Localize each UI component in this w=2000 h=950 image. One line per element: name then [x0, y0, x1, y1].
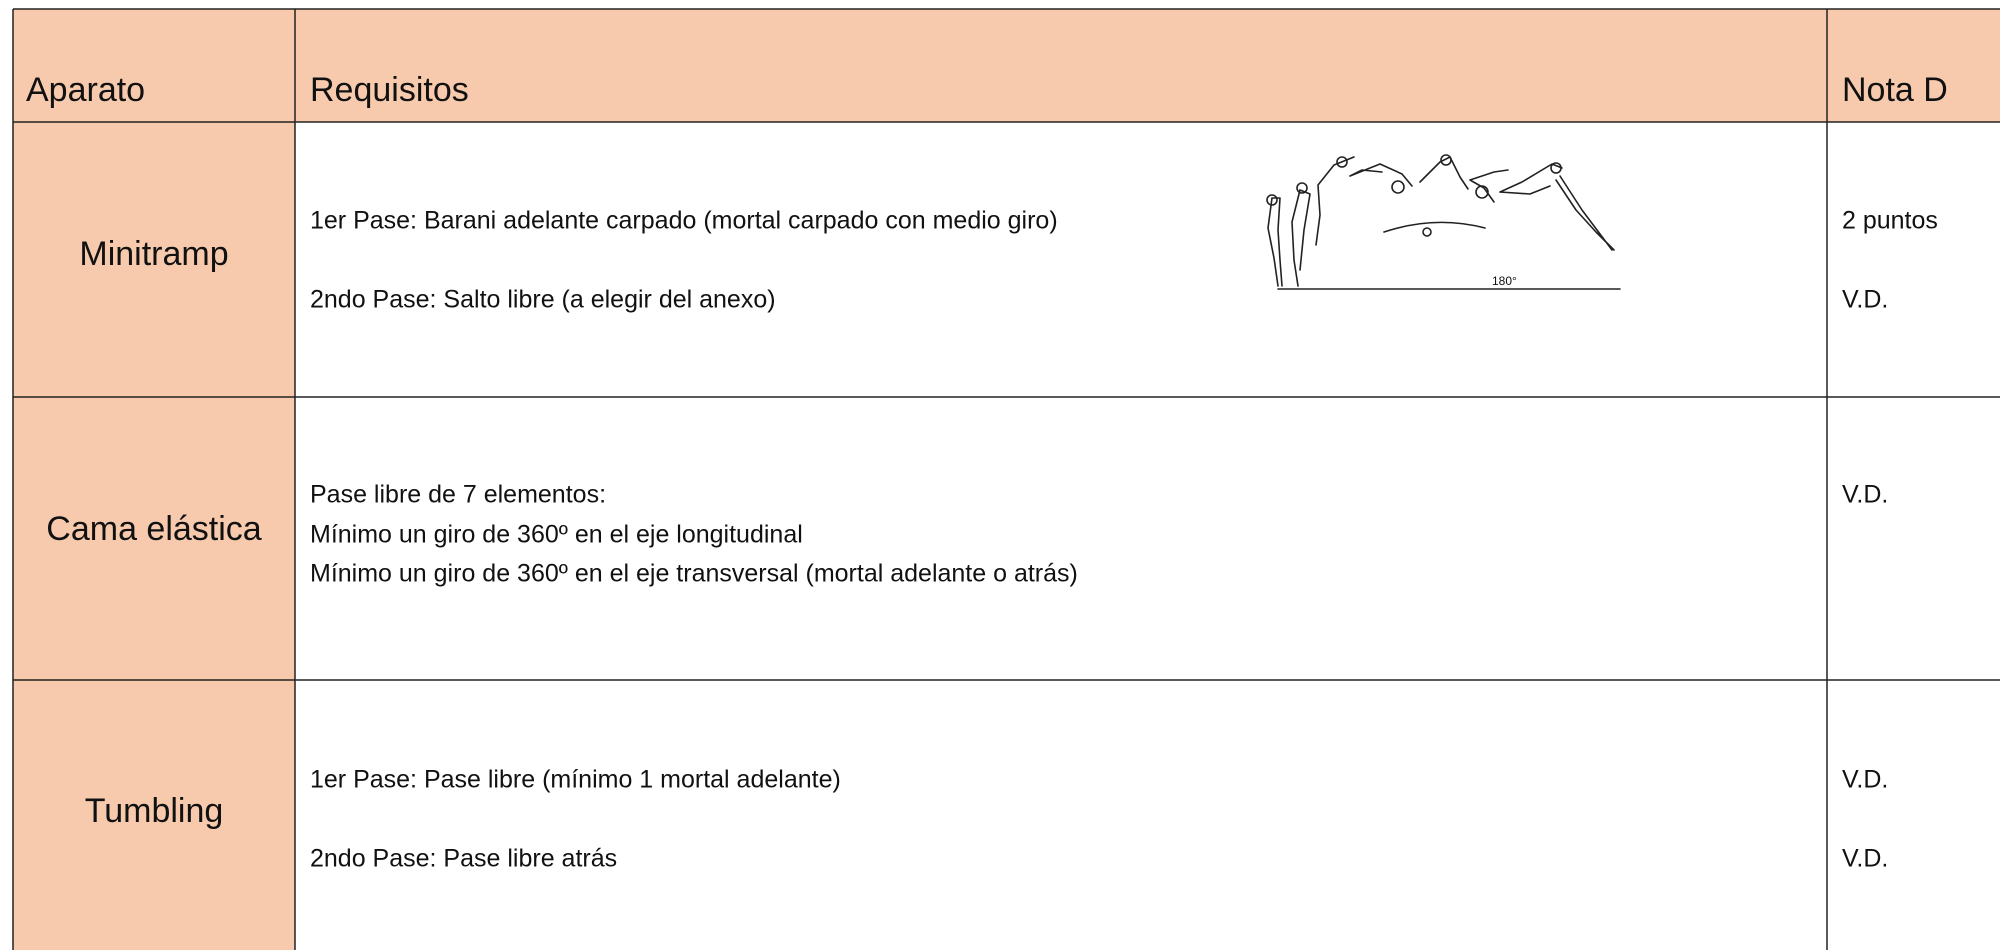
- requirement: Pase libre de 7 elementos:: [310, 481, 606, 509]
- gymnast-sketch: 180°: [1266, 154, 1621, 290]
- score: V.D.: [1842, 286, 1888, 314]
- requirement: Mínimo un giro de 360º en el eje longitu…: [310, 521, 803, 549]
- requirement: 2ndo Pase: Pase libre atrás: [310, 845, 617, 873]
- requirement: 1er Pase: Barani adelante carpado (morta…: [310, 207, 1058, 235]
- header-cell: Nota D: [1842, 71, 1948, 109]
- apparatus: Minitramp: [79, 235, 228, 273]
- first-col-bg: [13, 122, 295, 950]
- score: V.D.: [1842, 481, 1888, 509]
- score: V.D.: [1842, 845, 1888, 873]
- apparatus: Tumbling: [85, 792, 224, 830]
- table-borders: [12, 8, 2000, 950]
- figure-label: 180°: [1492, 274, 1517, 288]
- requirement: Mínimo un giro de 360º en el eje transve…: [310, 560, 1078, 588]
- header-cell: Requisitos: [310, 71, 469, 109]
- header-cell: Aparato: [26, 71, 145, 109]
- apparatus: Cama elástica: [46, 510, 262, 548]
- requirement: 1er Pase: Pase libre (mínimo 1 mortal ad…: [310, 766, 841, 794]
- score: 2 puntos: [1842, 207, 1938, 235]
- header-bg: [13, 9, 2000, 122]
- requirement: 2ndo Pase: Salto libre (a elegir del ane…: [310, 286, 776, 314]
- score: V.D.: [1842, 766, 1888, 794]
